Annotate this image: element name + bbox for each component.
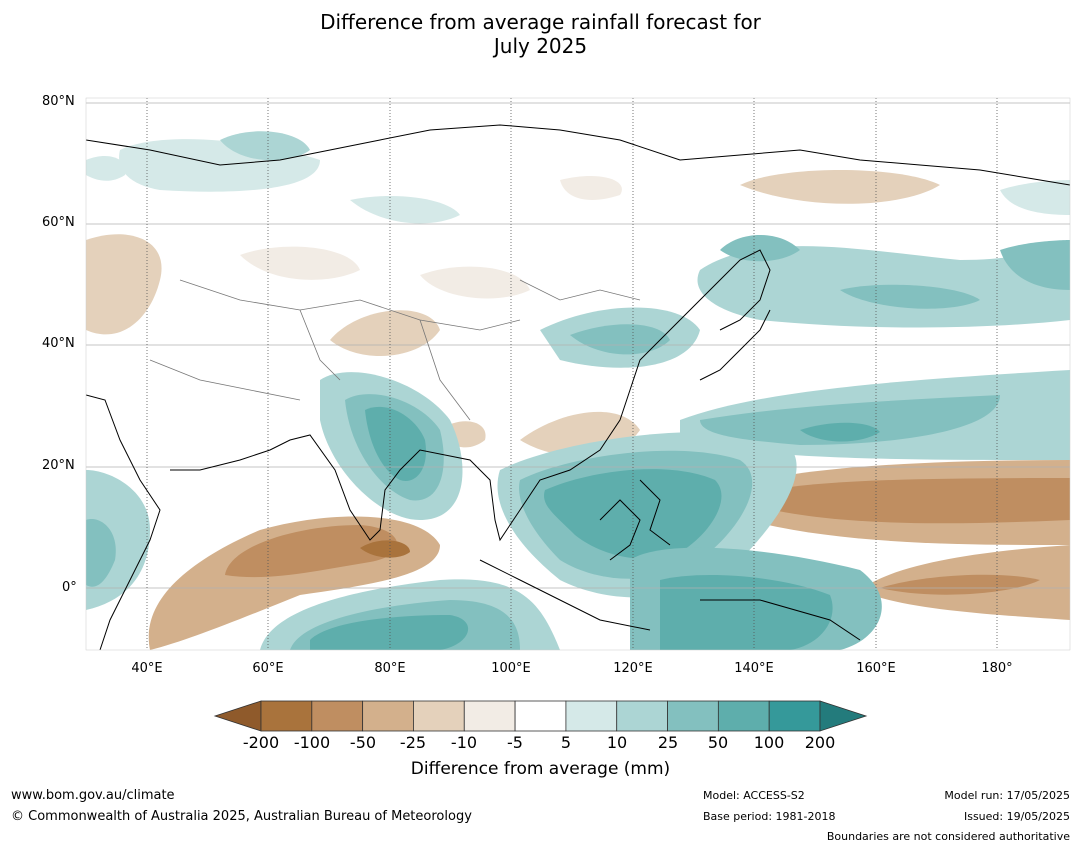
lon-label-140e: 140°E [734, 661, 774, 676]
colorbar-cells [260, 700, 821, 732]
model-text: Model: ACCESS-S2 [703, 789, 805, 802]
base-period-text: Base period: 1981-2018 [703, 810, 836, 823]
colorbar [213, 700, 868, 732]
colorbar-label: 10 [606, 733, 628, 752]
coastlines [86, 124, 1070, 650]
copyright-text: © Commonwealth of Australia 2025, Austra… [11, 809, 472, 824]
lon-label-180: 180° [981, 661, 1013, 676]
colorbar-cell [667, 700, 719, 732]
lat-label-80n: 80°N [42, 94, 75, 109]
colorbar-cell [514, 700, 567, 732]
colorbar-label: -100 [293, 733, 331, 752]
colorbar-extend-high [819, 700, 868, 732]
colorbar-label: 25 [657, 733, 679, 752]
map-title-line-1: Difference from average rainfall forecas… [320, 10, 761, 34]
issued-text: Issued: 19/05/2025 [963, 810, 1070, 823]
lon-label-100e: 100°E [491, 661, 531, 676]
colorbar-cell [311, 700, 364, 732]
colorbar-label: 50 [707, 733, 729, 752]
lon-label-40e: 40°E [131, 661, 163, 676]
lon-label-60e: 60°E [252, 661, 284, 676]
colorbar-label: -50 [349, 733, 377, 752]
wet-anomaly-regions [86, 131, 1070, 650]
colorbar-label: -25 [399, 733, 427, 752]
colorbar-cell [717, 700, 770, 732]
colorbar-label: 100 [753, 733, 785, 752]
lat-label-20n: 20°N [42, 458, 75, 473]
colorbar-label: -200 [242, 733, 280, 752]
colorbar-title: Difference from average (mm) [410, 759, 671, 779]
colorbar-cell [565, 700, 618, 732]
map-plot-area [86, 98, 1070, 650]
lat-label-equator: 0° [62, 580, 77, 595]
map-title-line-2: July 2025 [493, 34, 588, 58]
colorbar-cell [260, 700, 313, 732]
disclaimer-text: Boundaries are not considered authoritat… [826, 830, 1070, 843]
lon-label-120e: 120°E [613, 661, 653, 676]
colorbar-label: -5 [507, 733, 523, 752]
colorbar-cell [768, 700, 821, 732]
colorbar-label: 200 [804, 733, 836, 752]
colorbar-cell [616, 700, 668, 732]
country-borders [149, 279, 641, 421]
model-run-text: Model run: 17/05/2025 [944, 789, 1070, 802]
lat-label-40n: 40°N [42, 336, 75, 351]
colorbar-label: 5 [560, 733, 572, 752]
longitude-gridlines [146, 98, 998, 650]
lon-label-160e: 160°E [856, 661, 896, 676]
colorbar-cell [413, 700, 465, 732]
lat-label-60n: 60°N [42, 215, 75, 230]
colorbar-cell [362, 700, 414, 732]
lon-label-80e: 80°E [374, 661, 406, 676]
website-link[interactable]: www.bom.gov.au/climate [11, 788, 175, 803]
colorbar-label: -10 [450, 733, 478, 752]
colorbar-extend-low [213, 700, 262, 732]
latitude-gridlines [86, 102, 1070, 589]
colorbar-cell [463, 700, 516, 732]
